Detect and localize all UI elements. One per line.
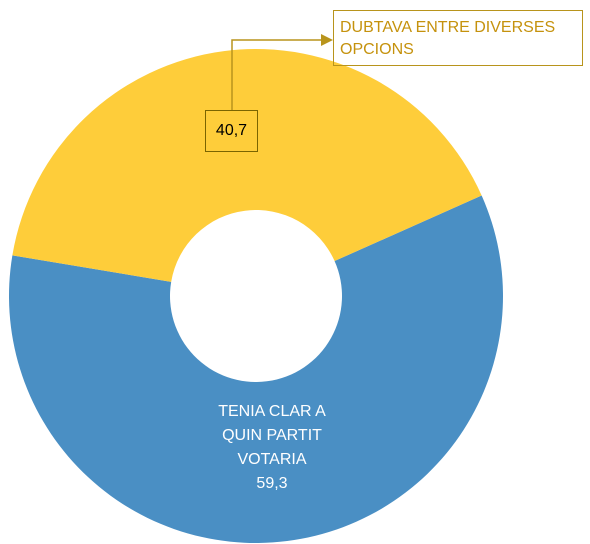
slice-label: TENIA CLAR A QUIN PARTIT VOTARIA 59,3: [212, 400, 332, 496]
callout-arrow: [321, 34, 333, 46]
slice-name: DUBTAVA ENTRE DIVERSES OPCIONS: [333, 10, 583, 66]
slice-value: 59,3: [256, 475, 288, 492]
slice-name: TENIA CLAR A QUIN PARTIT VOTARIA: [218, 403, 326, 468]
slice: [8, 195, 503, 543]
slice: [12, 48, 482, 282]
callout-line: [231, 39, 322, 110]
slice-value: 40,7: [205, 110, 258, 152]
